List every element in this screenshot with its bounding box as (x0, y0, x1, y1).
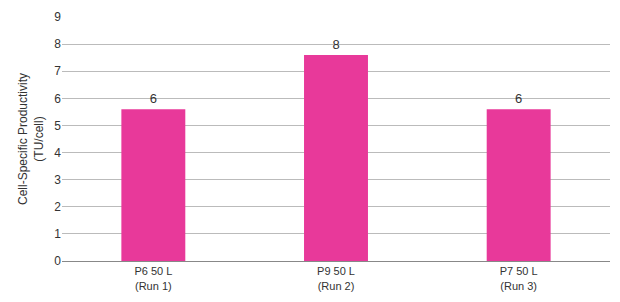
svg-text:8: 8 (54, 37, 61, 51)
svg-text:8: 8 (332, 37, 339, 52)
svg-text:6: 6 (150, 91, 157, 106)
svg-text:9: 9 (54, 10, 61, 24)
svg-text:5: 5 (54, 119, 61, 133)
svg-text:1: 1 (54, 227, 61, 241)
svg-text:7: 7 (54, 64, 61, 78)
svg-text:P9 50 L(Run 2): P9 50 L(Run 2) (317, 265, 355, 291)
svg-text:6: 6 (54, 92, 61, 106)
svg-text:6: 6 (515, 91, 522, 106)
svg-text:P6 50 L(Run 1): P6 50 L(Run 1) (134, 265, 172, 291)
svg-text:P7 50 L(Run 3): P7 50 L(Run 3) (500, 265, 538, 291)
svg-text:0: 0 (54, 254, 61, 268)
svg-text:4: 4 (54, 146, 61, 160)
svg-text:2: 2 (54, 200, 61, 214)
svg-text:3: 3 (54, 173, 61, 187)
svg-text:Cell-Specific Productivity(TU/: Cell-Specific Productivity(TU/cell) (16, 73, 46, 205)
